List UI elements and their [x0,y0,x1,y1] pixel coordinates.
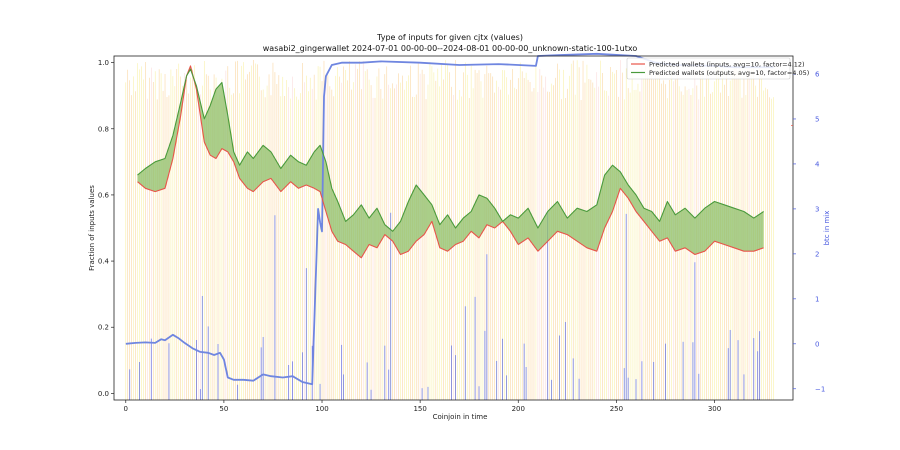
between-fill-area [137,65,764,258]
x-tick-label: 100 [315,405,328,413]
x-axis-label: Coinjoin in time [433,413,488,421]
legend: Predicted wallets (inputs, avg=10, facto… [626,57,809,80]
y-tick-label: 0.0 [98,390,109,398]
y2-tick-label: 2 [815,250,819,258]
y2-tick-label: −1 [815,385,825,393]
plot-frame [113,55,794,401]
outputs-line [137,68,764,232]
between-fill [137,65,764,258]
y-tick-label: 0.4 [98,258,110,266]
x-tick-label: 250 [610,405,623,413]
x-tick-label: 200 [512,405,525,413]
y-tick-label: 1.0 [98,59,109,67]
x-tick-label: 150 [413,405,426,413]
legend-outputs-label: Predicted wallets (outputs, avg=10, fact… [649,69,809,77]
y2-tick-label: 0 [815,340,819,348]
x-tick-label: 300 [708,405,721,413]
y2-tick-label: 3 [815,205,819,213]
y-tick-label: 0.8 [98,125,109,133]
y-tick-label: 0.2 [98,324,109,332]
y2-tick-label: 1 [815,295,819,303]
x-tick-label: 0 [124,405,128,413]
y2-axis-label: btc in mix [823,211,831,246]
y2-tick-label: 4 [815,160,820,168]
y2-tick-label: 6 [815,70,820,78]
x-tick-label: 50 [219,405,228,413]
chart-subtitle: wasabi2_gingerwallet 2024-07-01 00-00-00… [263,44,638,53]
background-bars [125,60,774,400]
chart-title: Type of inputs for given cjtx (values) [376,33,523,42]
y-axis-label: Fraction of inputs values [88,185,96,271]
legend-box [626,57,791,80]
legend-inputs-label: Predicted wallets (inputs, avg=10, facto… [649,60,805,68]
y-tick-label: 0.6 [98,191,110,199]
y2-tick-label: 5 [815,115,819,123]
axes: 0 50 100 150 200 250 300 0.0 0.2 0.4 0.6 0.8 1.0 −1 0 1… [98,55,825,413]
inputs-line [137,65,764,259]
